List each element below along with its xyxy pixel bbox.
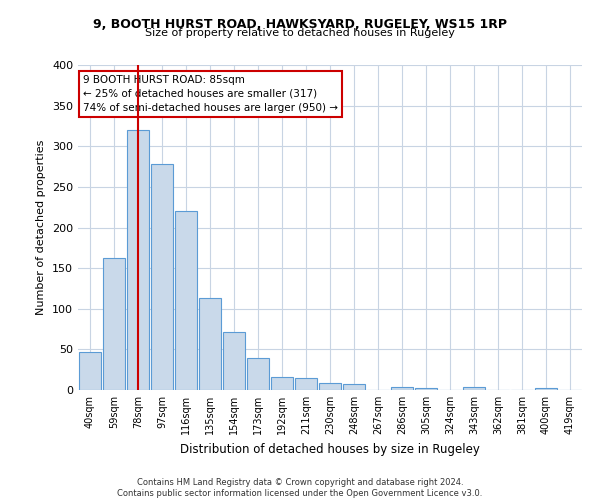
Text: Size of property relative to detached houses in Rugeley: Size of property relative to detached ho… — [145, 28, 455, 38]
Bar — [271, 377, 293, 390]
Text: Contains HM Land Registry data © Crown copyright and database right 2024.
Contai: Contains HM Land Registry data © Crown c… — [118, 478, 482, 498]
Bar — [319, 382, 341, 390]
Bar — [199, 298, 221, 390]
Bar — [127, 130, 149, 390]
Bar — [415, 388, 437, 390]
Bar — [391, 387, 413, 390]
Bar — [223, 332, 245, 390]
Bar — [343, 384, 365, 390]
Text: 9 BOOTH HURST ROAD: 85sqm
← 25% of detached houses are smaller (317)
74% of semi: 9 BOOTH HURST ROAD: 85sqm ← 25% of detac… — [83, 74, 338, 113]
Text: 9, BOOTH HURST ROAD, HAWKSYARD, RUGELEY, WS15 1RP: 9, BOOTH HURST ROAD, HAWKSYARD, RUGELEY,… — [93, 18, 507, 30]
Y-axis label: Number of detached properties: Number of detached properties — [37, 140, 46, 315]
Bar — [79, 352, 101, 390]
Bar — [175, 211, 197, 390]
Bar — [295, 378, 317, 390]
Bar — [535, 388, 557, 390]
Bar — [463, 387, 485, 390]
Bar — [151, 164, 173, 390]
Bar — [247, 358, 269, 390]
Bar — [103, 258, 125, 390]
X-axis label: Distribution of detached houses by size in Rugeley: Distribution of detached houses by size … — [180, 442, 480, 456]
